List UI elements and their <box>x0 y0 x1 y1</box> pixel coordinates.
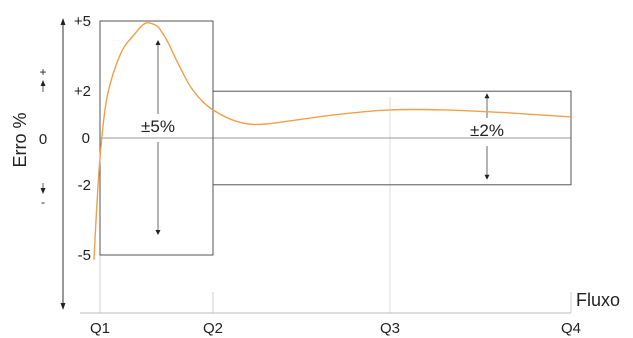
x-axis-label: Fluxo <box>576 290 620 310</box>
label-layer: Erro % Fluxo + - ±5% ±2% +5 +2 0 -2 -5 0 Q1 Q2 Q3 Q… <box>10 13 620 337</box>
tolerance-band-layer <box>99 20 572 256</box>
plus-arrowhead <box>40 80 46 86</box>
x-tick-label-4: Q4 <box>561 320 581 337</box>
y-sign-minus: - <box>41 195 45 209</box>
minus-arrowhead <box>40 188 46 194</box>
y-tick-label-4: -2 <box>78 177 91 194</box>
band-arrowhead-up-1 <box>155 40 161 45</box>
y-axis-label: Erro % <box>10 112 30 167</box>
y-sign-zero: 0 <box>39 131 47 148</box>
band-arrowhead-down-1 <box>155 230 161 235</box>
y-tick-label-5: -5 <box>78 247 91 264</box>
x-tick-label-1: Q1 <box>90 320 110 337</box>
y-tick-label-2: +2 <box>74 83 91 100</box>
x-tick-label-3: Q3 <box>380 320 400 337</box>
y-tick-label-3: 0 <box>82 130 90 147</box>
y-axis-arrowhead-bottom <box>60 303 66 310</box>
y-sign-plus: + <box>39 65 46 79</box>
error-curve-series-1 <box>93 22 572 260</box>
band-arrowhead-up-2 <box>484 93 490 99</box>
y-axis-arrowhead-top <box>60 18 66 25</box>
tolerance-band-2 <box>212 90 572 186</box>
y-tick-label-1: +5 <box>74 13 91 30</box>
band-arrowhead-down-2 <box>484 174 490 180</box>
tolerance-label-2: ±2% <box>470 121 504 140</box>
series-layer <box>93 22 572 260</box>
tolerance-label-1: ±5% <box>141 117 175 136</box>
axis-layer <box>40 18 66 310</box>
x-tick-label-2: Q2 <box>203 320 223 337</box>
